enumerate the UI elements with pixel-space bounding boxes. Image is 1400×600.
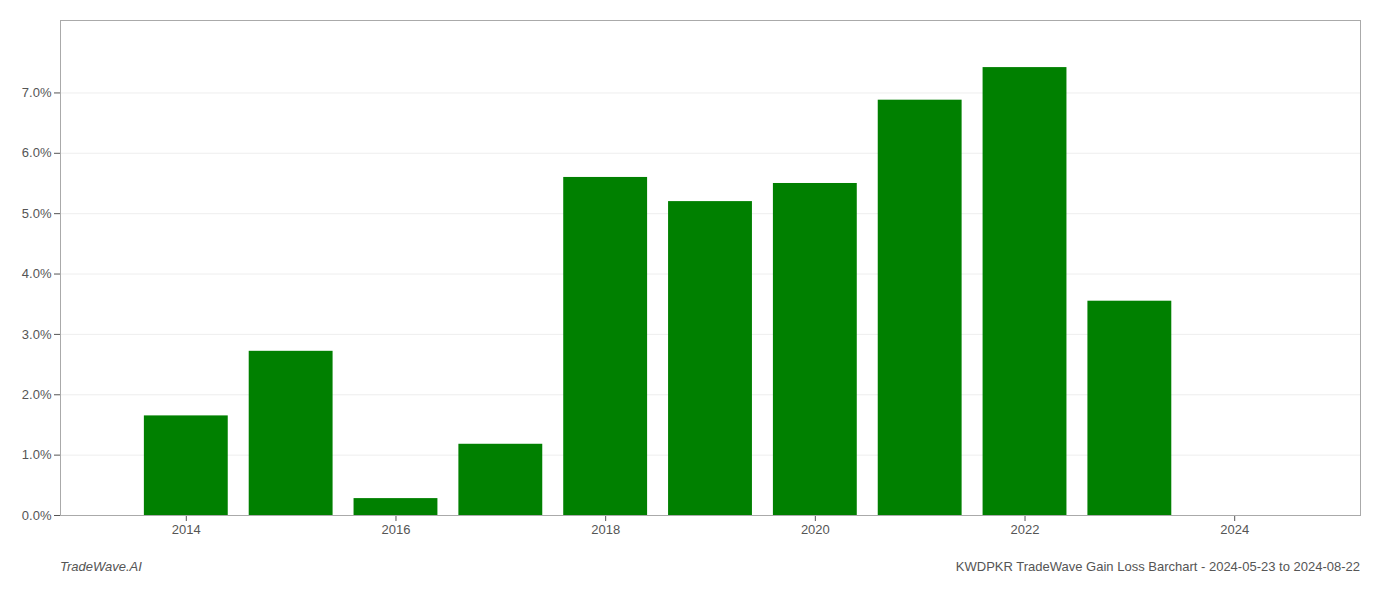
svg-text:2024: 2024 [1220,522,1249,537]
svg-text:2022: 2022 [1011,522,1040,537]
svg-text:5.0%: 5.0% [22,206,52,221]
svg-text:4.0%: 4.0% [22,266,52,281]
svg-text:2018: 2018 [591,522,620,537]
html-text:KWDPKR TradeWave Gain Loss Bar: KWDPKR TradeWave Gain Loss Barchart - 20… [955,559,1360,574]
svg-text:2014: 2014 [172,522,201,537]
html-text:TradeWave.AI: TradeWave.AI [60,559,142,574]
svg-text:6.0%: 6.0% [22,145,52,160]
svg-text:0.0%: 0.0% [22,508,52,523]
svg-text:2.0%: 2.0% [22,387,52,402]
svg-text:2020: 2020 [801,522,830,537]
svg-text:1.0%: 1.0% [22,447,52,462]
svg-text:7.0%: 7.0% [22,85,52,100]
svg-text:3.0%: 3.0% [22,327,52,342]
svg-text:2016: 2016 [382,522,411,537]
